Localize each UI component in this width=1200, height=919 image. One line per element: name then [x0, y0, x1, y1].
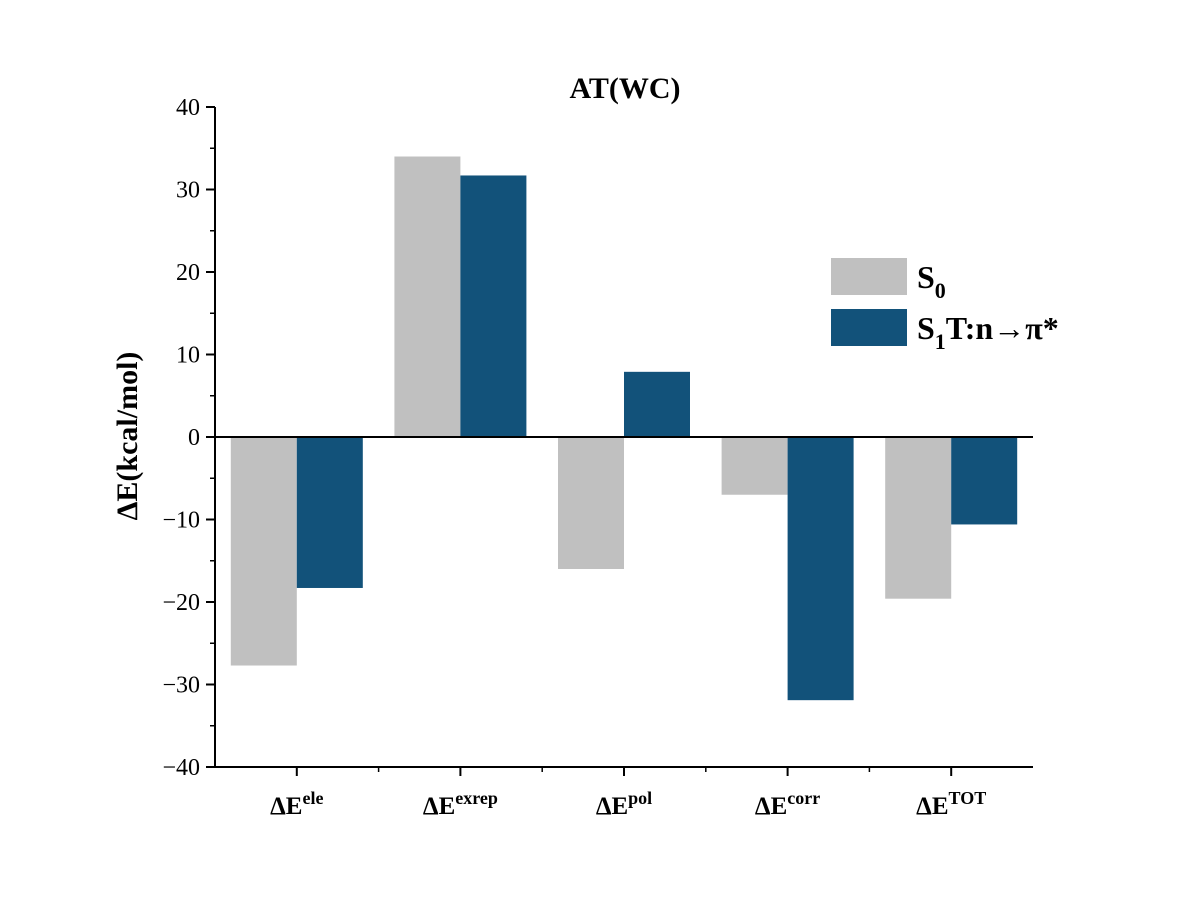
y-axis-label: ΔE(kcal/mol) [111, 352, 144, 521]
bar-s1-TOT [951, 437, 1018, 525]
y-tick-label: 0 [188, 425, 200, 451]
y-tick-label: −30 [162, 673, 200, 699]
bar-s1-pol [624, 371, 690, 437]
legend: S0 S1T:n→π* [831, 258, 1059, 354]
x-tick-label-TOT: ΔETOT [916, 788, 986, 820]
bar-s0-ele [230, 437, 297, 666]
bars-layer [230, 156, 1018, 701]
y-tick-label: 30 [176, 178, 200, 204]
legend-swatch-s1 [831, 309, 907, 346]
bar-s1-ele [296, 437, 363, 588]
y-tick-label: 40 [176, 95, 200, 121]
y-tick-label: 20 [176, 260, 200, 286]
bar-s0-corr [721, 437, 788, 495]
chart-title: AT(WC) [569, 72, 680, 105]
y-tick-label: −40 [162, 755, 200, 781]
legend-label-s1: S1T:n→π* [917, 310, 1059, 354]
bar-s1-exrep [460, 175, 527, 437]
legend-label-s0: S0 [917, 259, 946, 303]
x-tick-label-pol: ΔEpol [596, 788, 652, 820]
bar-s0-exrep [394, 156, 461, 437]
axes-layer: 40 30 20 10 0 −10 −20 −30 −40 ΔEele ΔEexrep ΔEpol ΔE… [162, 95, 1033, 820]
x-tick-label-exrep: ΔEexrep [423, 788, 498, 820]
legend-swatch-s0 [831, 258, 907, 295]
bar-s0-TOT [885, 437, 952, 599]
bar-s1-corr [787, 437, 854, 701]
y-tick-label: −20 [162, 590, 200, 616]
y-tick-label: −10 [162, 508, 200, 534]
y-tick-label: 10 [176, 343, 200, 369]
x-tick-label-ele: ΔEele [270, 788, 323, 820]
bar-s0-pol [558, 437, 624, 569]
x-tick-label-corr: ΔEcorr [755, 788, 820, 820]
